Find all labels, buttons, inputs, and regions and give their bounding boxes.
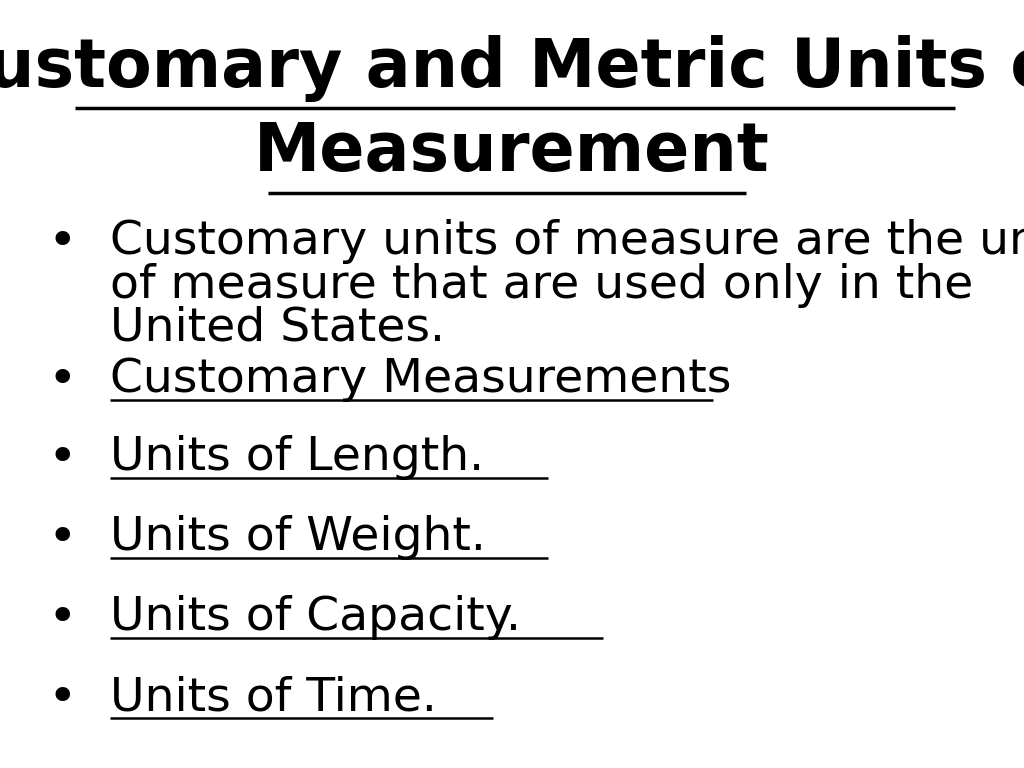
Text: Units of Weight.: Units of Weight. [110, 515, 485, 561]
Text: United States.: United States. [110, 306, 445, 350]
Text: Customary Measurements: Customary Measurements [110, 357, 731, 402]
Text: •: • [47, 434, 77, 482]
Text: of measure that are used only in the: of measure that are used only in the [110, 263, 973, 307]
Text: •: • [47, 674, 77, 722]
Text: •: • [47, 514, 77, 562]
Text: Units of Capacity.: Units of Capacity. [110, 595, 521, 641]
Text: •: • [47, 218, 77, 266]
Text: Customary and Metric Units of: Customary and Metric Units of [0, 35, 1024, 101]
Text: Units of Time.: Units of Time. [110, 676, 437, 720]
Text: •: • [47, 594, 77, 642]
Text: Units of Length.: Units of Length. [110, 435, 484, 481]
Text: •: • [47, 356, 77, 404]
Text: Customary units of measure are the units: Customary units of measure are the units [110, 220, 1024, 264]
Text: Measurement: Measurement [254, 119, 770, 185]
